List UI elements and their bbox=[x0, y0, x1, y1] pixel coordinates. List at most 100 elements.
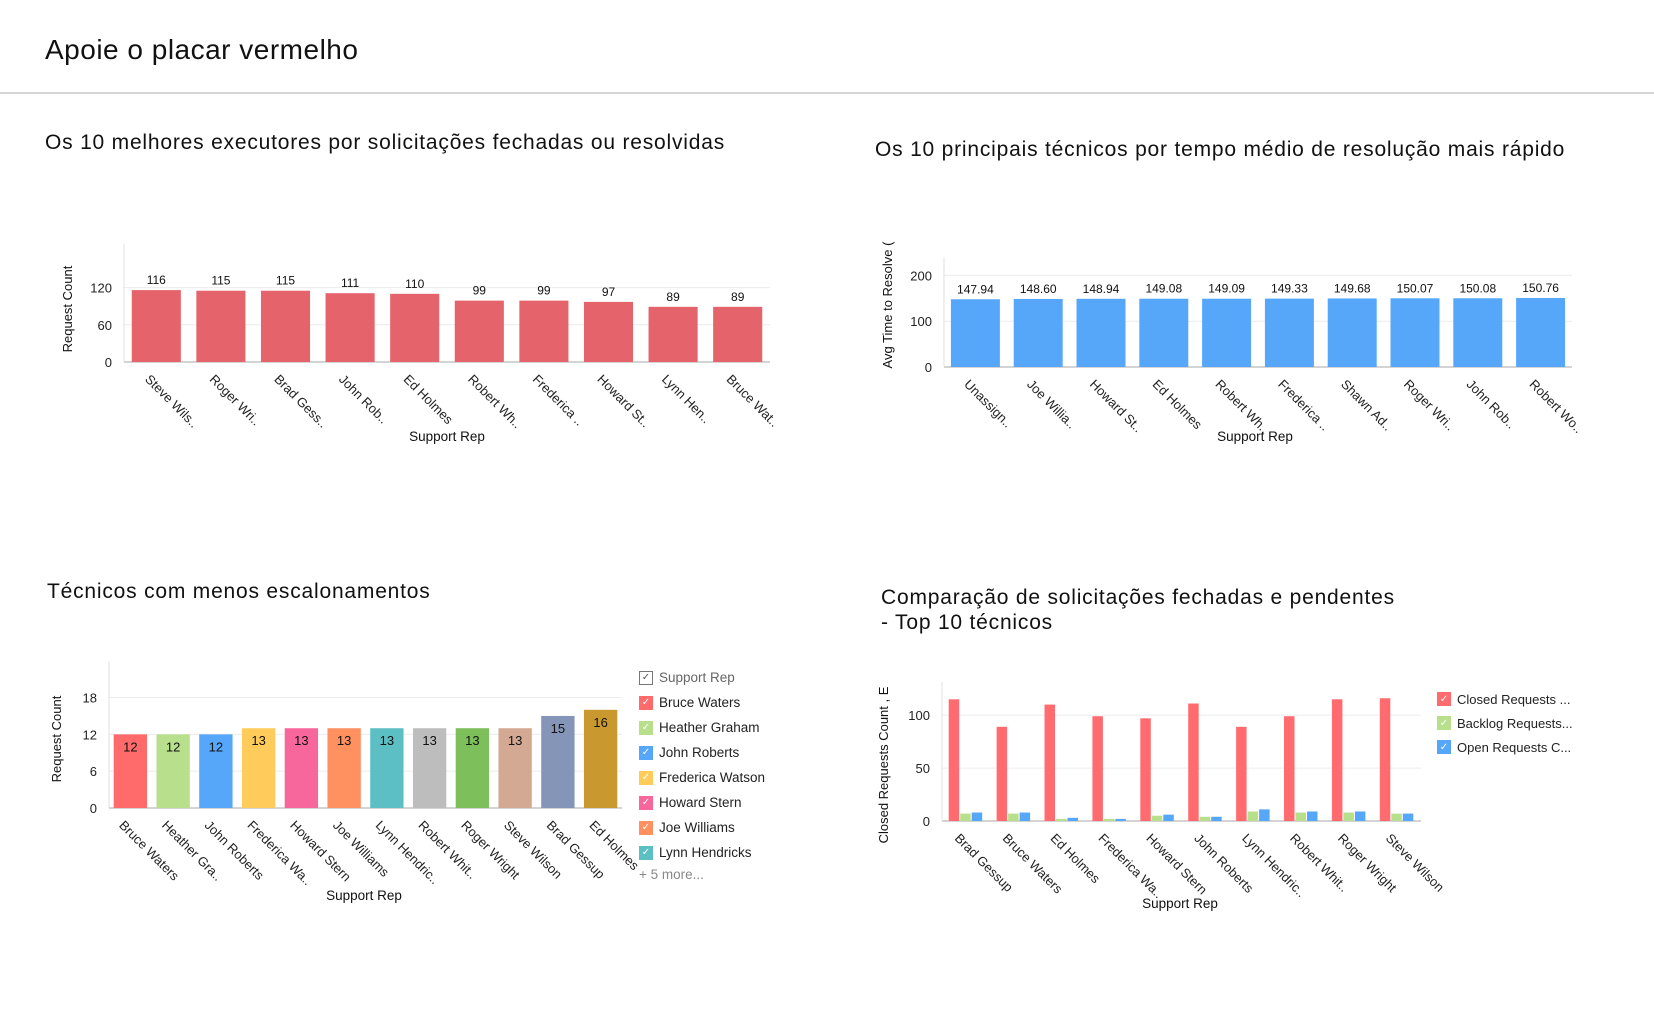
legend-item[interactable]: ✓ Bruce Waters bbox=[639, 690, 765, 715]
data-label: 116 bbox=[147, 273, 166, 287]
bar bbox=[1327, 298, 1377, 367]
y-tick-label: 0 bbox=[90, 801, 97, 816]
x-tick-label: Robert Wh.. bbox=[1212, 377, 1272, 437]
chart-title-least-escalations: Técnicos com menos escalonamentos bbox=[47, 580, 431, 603]
data-label: 99 bbox=[537, 284, 551, 298]
bar bbox=[412, 728, 447, 808]
data-label: 16 bbox=[593, 715, 607, 730]
legend-more-link[interactable]: + 5 more... bbox=[639, 867, 704, 882]
legend-least-escalations: ✓ Support Rep ✓ Bruce Waters ✓ Heather Graham… bbox=[639, 665, 765, 882]
legend-label: Support Rep bbox=[659, 670, 735, 685]
data-label: 97 bbox=[602, 285, 616, 299]
chart-title-line: Comparação de solicitações fechadas e pe… bbox=[881, 586, 1395, 609]
checkbox-check-icon[interactable]: ✓ bbox=[639, 745, 653, 760]
bar bbox=[1067, 817, 1078, 821]
legend-label: Frederica Watson bbox=[659, 770, 766, 785]
y-axis-title: Request Count bbox=[49, 695, 64, 782]
bar bbox=[1295, 812, 1306, 821]
bar bbox=[498, 728, 532, 808]
legend-item[interactable]: ✓ John Roberts bbox=[639, 740, 765, 765]
data-label: 89 bbox=[666, 290, 680, 304]
bar bbox=[541, 715, 575, 808]
x-axis-title: Support Rep bbox=[1142, 896, 1218, 911]
bar bbox=[1391, 813, 1402, 821]
bar bbox=[996, 726, 1008, 821]
bar bbox=[1343, 812, 1354, 821]
x-tick-label: Lynn Hen.. bbox=[659, 372, 714, 427]
bar bbox=[713, 306, 763, 362]
legend-label: Lynn Hendricks bbox=[659, 845, 752, 860]
bar bbox=[1013, 298, 1063, 367]
y-tick-label: 18 bbox=[83, 691, 97, 706]
bar bbox=[1379, 698, 1391, 821]
data-label: 13 bbox=[251, 733, 265, 748]
legend-item[interactable]: ✓ Open Requests C... bbox=[1437, 735, 1573, 759]
legend-item[interactable]: ✓ Support Rep bbox=[639, 665, 765, 690]
x-tick-label: Bruce Wat.. bbox=[724, 372, 782, 430]
bar bbox=[1402, 813, 1414, 821]
bar bbox=[1247, 811, 1259, 821]
checkbox-check-icon[interactable]: ✓ bbox=[639, 820, 653, 835]
chart-title-top-performers: Os 10 melhores executores por solicitaçõ… bbox=[45, 131, 725, 154]
data-label: 148.94 bbox=[1083, 282, 1120, 296]
x-tick-label: Ed Holmes bbox=[401, 372, 457, 428]
data-label: 115 bbox=[211, 274, 230, 288]
bar bbox=[1284, 716, 1295, 821]
legend-label: Backlog Requests... bbox=[1457, 715, 1573, 731]
data-label: 13 bbox=[508, 733, 522, 748]
y-tick-label: 200 bbox=[910, 268, 932, 283]
bar bbox=[390, 293, 440, 362]
x-tick-label: Steve Wils.. bbox=[142, 372, 201, 431]
bar bbox=[1056, 818, 1067, 821]
bar bbox=[1092, 716, 1103, 821]
bar bbox=[199, 734, 233, 808]
checkbox-check-icon[interactable]: ✓ bbox=[639, 795, 653, 810]
legend-item[interactable]: ✓ Lynn Hendricks bbox=[639, 840, 765, 865]
data-label: 15 bbox=[551, 721, 565, 736]
data-label: 13 bbox=[294, 733, 308, 748]
x-tick-label: Frederica .. bbox=[530, 372, 587, 429]
bar bbox=[325, 293, 375, 362]
bar bbox=[1008, 813, 1019, 821]
bar bbox=[131, 290, 181, 362]
bar bbox=[1103, 818, 1115, 821]
page-title: Apoie o placar vermelho bbox=[45, 34, 359, 65]
y-tick-label: 120 bbox=[90, 281, 112, 296]
bar bbox=[648, 306, 698, 362]
bar bbox=[1354, 811, 1366, 821]
legend-item[interactable]: ✓ Frederica Watson bbox=[639, 765, 765, 790]
header-divider bbox=[0, 92, 1654, 94]
legend-item[interactable]: ✓ Heather Graham bbox=[639, 715, 765, 740]
bar bbox=[284, 728, 319, 808]
bar bbox=[948, 699, 960, 821]
legend-label: Joe Williams bbox=[659, 820, 735, 835]
checkbox-check-icon[interactable]: ✓ bbox=[639, 670, 653, 685]
data-label: 12 bbox=[123, 739, 137, 754]
checkbox-check-icon[interactable]: ✓ bbox=[639, 845, 653, 860]
bar bbox=[1259, 809, 1270, 821]
data-label: 150.07 bbox=[1397, 281, 1434, 295]
y-tick-label: 0 bbox=[925, 360, 932, 375]
bar bbox=[1306, 811, 1318, 821]
legend-item[interactable]: ✓ Joe Williams bbox=[639, 815, 765, 840]
data-label: 150.08 bbox=[1459, 281, 1496, 295]
bar bbox=[241, 728, 276, 808]
checkbox-check-icon[interactable]: ✓ bbox=[639, 720, 653, 735]
checkbox-check-icon[interactable]: ✓ bbox=[639, 770, 653, 785]
data-label: 148.60 bbox=[1020, 282, 1057, 296]
checkbox-check-icon[interactable]: ✓ bbox=[1437, 692, 1451, 706]
legend-item[interactable]: ✓ Closed Requests ... bbox=[1437, 687, 1573, 711]
checkbox-check-icon[interactable]: ✓ bbox=[1437, 716, 1451, 730]
legend-item[interactable]: ✓ Howard Stern bbox=[639, 790, 765, 815]
y-tick-label: 0 bbox=[923, 814, 930, 829]
x-tick-label: Ed Holmes bbox=[1150, 377, 1206, 433]
checkbox-check-icon[interactable]: ✓ bbox=[639, 695, 653, 710]
checkbox-check-icon[interactable]: ✓ bbox=[1437, 740, 1451, 754]
y-axis-title: Closed Requests Count , E bbox=[876, 686, 891, 843]
data-label: 149.68 bbox=[1334, 281, 1371, 295]
bar bbox=[1390, 298, 1440, 367]
data-label: 13 bbox=[422, 733, 436, 748]
data-label: 111 bbox=[341, 276, 360, 290]
legend-item[interactable]: ✓ Backlog Requests... bbox=[1437, 711, 1573, 735]
x-tick-label: Brad Gess.. bbox=[271, 372, 330, 431]
